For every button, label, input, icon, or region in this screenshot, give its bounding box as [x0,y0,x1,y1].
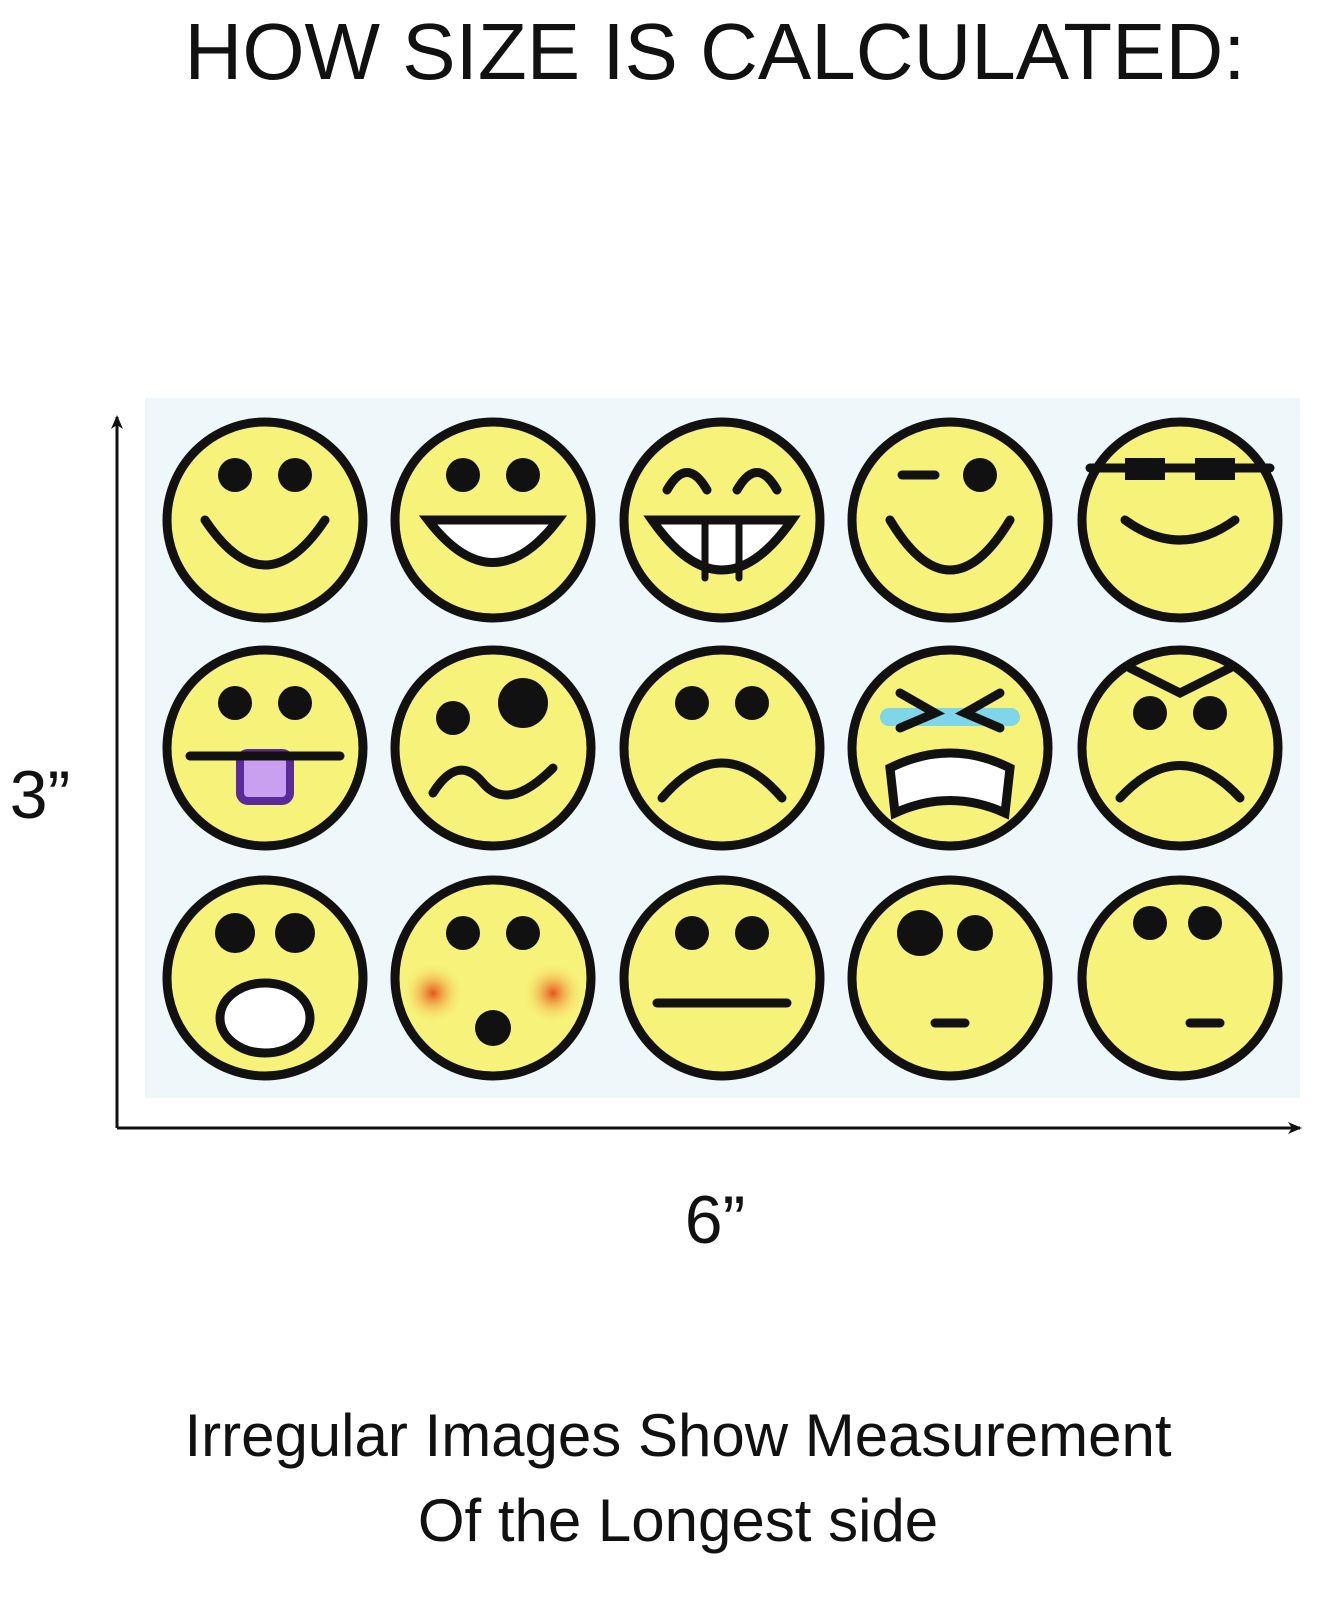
face-eye [735,916,769,950]
face-glasses [1125,458,1165,480]
face-eye [957,915,993,951]
face-feature [1125,663,1235,699]
emoji-face [1077,875,1283,1081]
emoji-face [390,875,596,1081]
title: HOW SIZE IS CALCULATED: [185,7,1246,96]
face-eye [1193,696,1227,730]
face-mouth [215,978,315,1058]
face-feature [1120,515,1240,545]
caption-line: Irregular Images Show Measurement [184,1402,1171,1469]
height-label: 3” [10,757,70,833]
emoji-face [847,645,1053,851]
face-eye [446,458,480,492]
face-eye [1133,696,1167,730]
face-eye [506,458,540,492]
face-eye [1188,906,1222,940]
width-label: 6” [685,1182,745,1258]
face-eye [475,1010,511,1046]
emoji-face [847,417,1053,623]
emoji-face [1077,417,1283,623]
face-feature [418,515,568,567]
face-feature [701,516,743,582]
face-eye [275,913,315,953]
face-eye [218,686,252,720]
face-eye [278,686,312,720]
face-feature [657,758,787,803]
emoji-grid [162,417,1283,1081]
face-feature [885,748,1015,820]
face-eye [1133,906,1167,940]
face-feature [662,468,712,495]
caption-line: Of the Longest side [418,1487,938,1554]
emoji-face [162,645,368,851]
emoji-face [390,645,596,851]
emoji-face [619,645,825,851]
emoji-face [619,875,825,1081]
face-eye [675,916,709,950]
face-eye [446,916,480,950]
face-glasses [1195,458,1235,480]
face-eye [215,913,255,953]
emoji-face [162,417,368,623]
face-blush [523,963,583,1023]
face-eye [506,916,540,950]
face-feature [732,468,782,495]
face-eye [735,686,769,720]
face-eye [675,686,709,720]
face-feature [885,515,1015,575]
face-eye [963,458,997,492]
face-blush [403,963,463,1023]
emoji-face [847,875,1053,1081]
emoji-face [1077,645,1283,851]
face-eye [897,910,943,956]
face-eye [278,458,312,492]
face-feature [1115,761,1245,803]
face-feature [895,688,1005,733]
face-feature [200,515,330,570]
face-eye [498,678,548,728]
face-feature [428,763,558,800]
face-eye [436,701,470,735]
face-eye [218,458,252,492]
face-feature [643,515,801,575]
